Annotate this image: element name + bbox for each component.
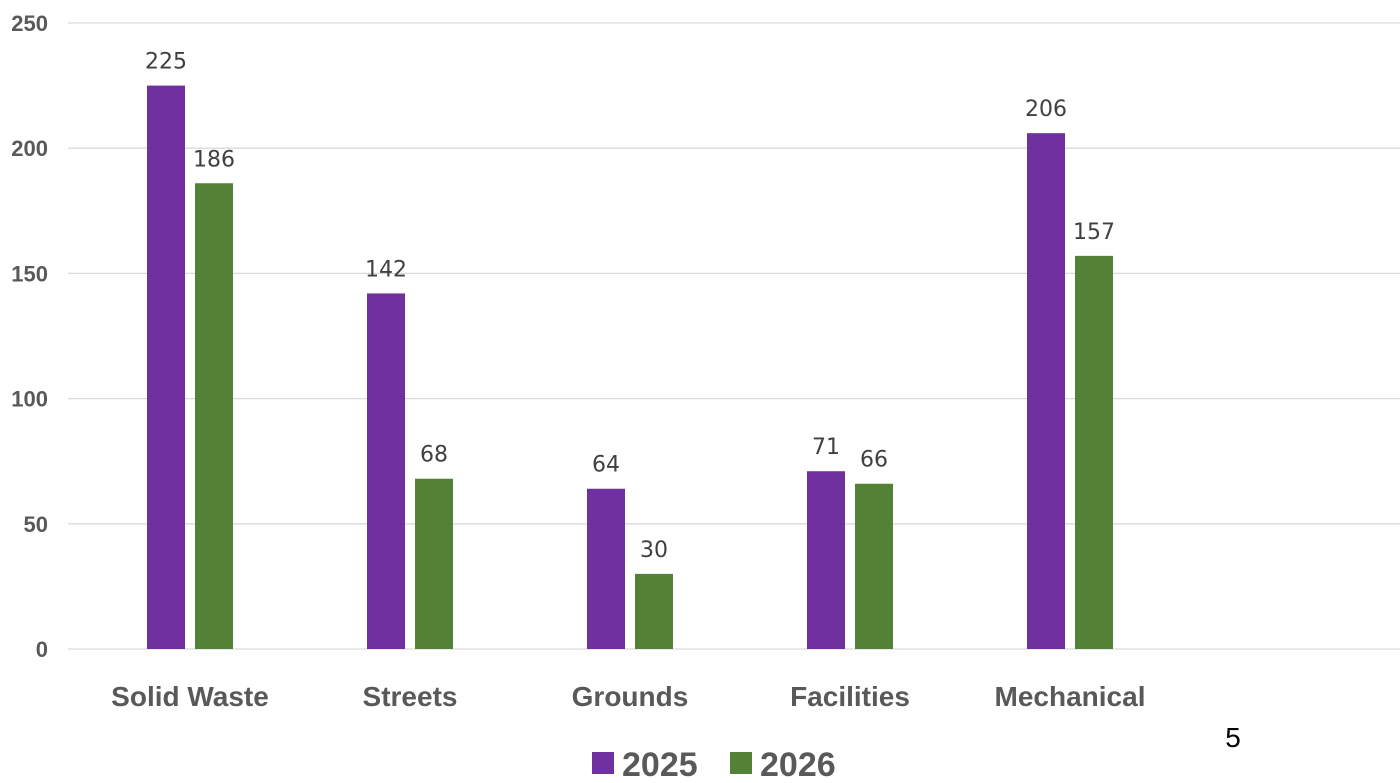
y-axis-ticks: 0 50 100 150 200 250 <box>11 11 48 662</box>
data-label: 157 <box>1073 220 1115 245</box>
y-tick-label: 0 <box>36 637 48 662</box>
data-label: 66 <box>860 448 888 473</box>
bar-2025-4 <box>1027 133 1065 649</box>
data-label: 142 <box>365 257 407 282</box>
legend: 2025 2026 <box>592 746 836 783</box>
bar-2026-2 <box>635 573 673 649</box>
y-tick-label: 150 <box>11 261 48 286</box>
bar-2025-0 <box>147 85 185 650</box>
data-label: 206 <box>1025 97 1067 122</box>
bar-2025-2 <box>587 488 625 649</box>
legend-swatch-2026 <box>730 752 752 774</box>
category-labels: Solid Waste Streets Grounds Facilities Mecha… <box>111 681 1145 712</box>
data-labels: 225 186 142 68 64 30 71 66 206 157 <box>145 50 1115 563</box>
category-label: Grounds <box>572 681 689 712</box>
bar-2026-0 <box>195 183 233 650</box>
category-label: Solid Waste <box>111 681 269 712</box>
data-label: 68 <box>420 443 448 468</box>
legend-swatch-2025 <box>592 752 614 774</box>
legend-label: 2026 <box>760 746 836 783</box>
category-label: Facilities <box>790 681 910 712</box>
bars <box>147 85 1113 650</box>
data-label: 186 <box>193 147 235 172</box>
legend-label: 2025 <box>622 746 698 783</box>
bar-2025-3 <box>807 471 845 649</box>
data-label: 71 <box>812 435 840 460</box>
bar-2025-1 <box>367 293 405 649</box>
category-label: Mechanical <box>995 681 1146 712</box>
y-tick-label: 50 <box>24 512 48 537</box>
bar-2026-4 <box>1075 255 1113 649</box>
gridlines <box>68 22 1400 650</box>
category-label: Streets <box>363 681 458 712</box>
y-tick-label: 200 <box>11 136 48 161</box>
data-label: 30 <box>640 538 668 563</box>
page-number: 5 <box>1225 722 1241 753</box>
data-label: 225 <box>145 50 187 75</box>
bar-2026-3 <box>855 483 893 649</box>
y-tick-label: 100 <box>11 387 48 412</box>
y-tick-label: 250 <box>11 11 48 36</box>
bar-2026-1 <box>415 478 453 649</box>
data-label: 64 <box>592 453 620 478</box>
